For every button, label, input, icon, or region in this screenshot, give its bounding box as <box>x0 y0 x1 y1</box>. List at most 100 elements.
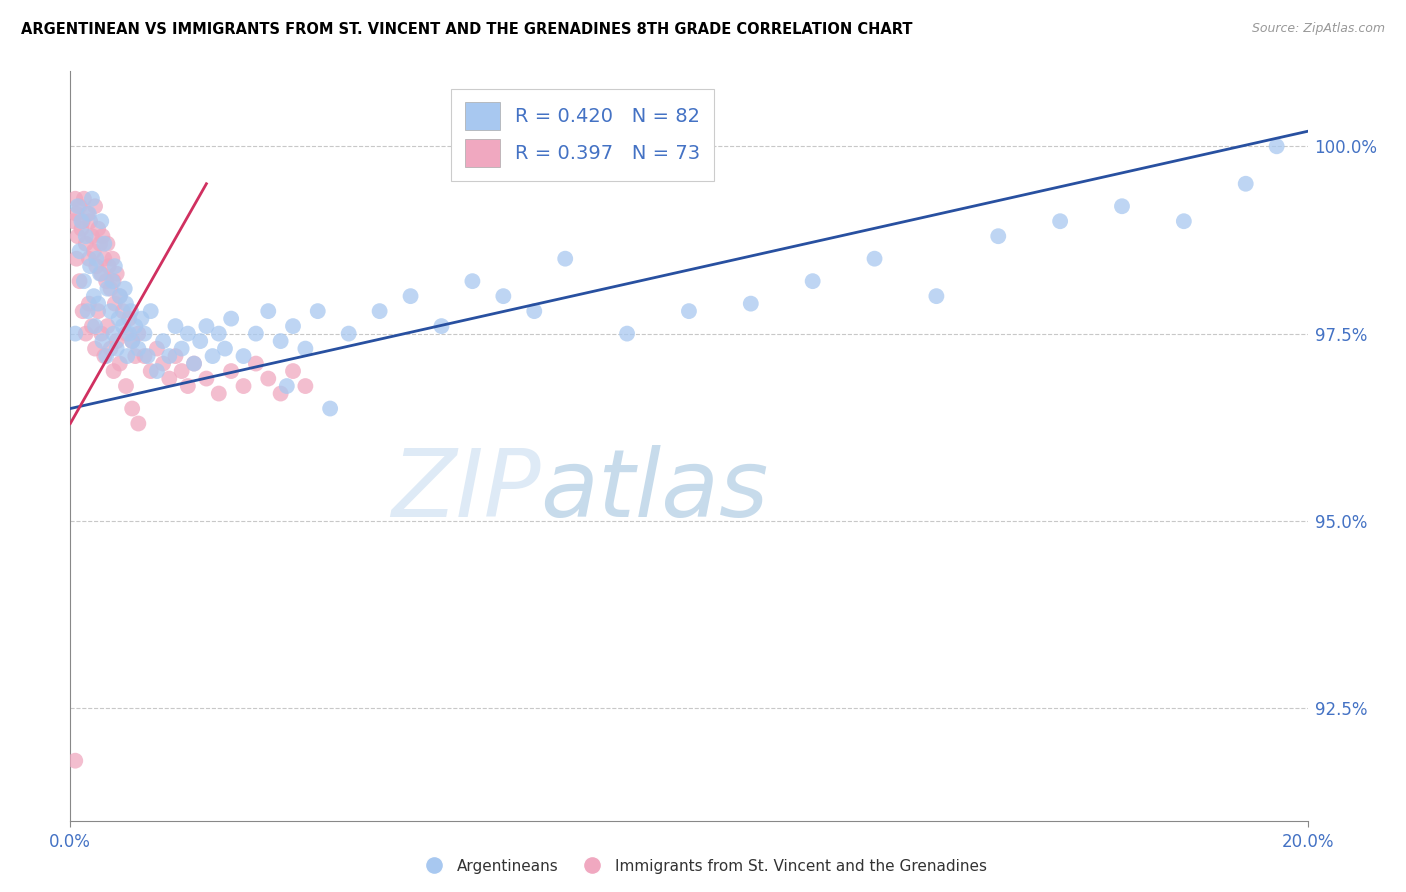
Point <box>69 274 91 288</box>
Point <box>96 282 118 296</box>
Point <box>115 326 138 341</box>
Point <box>276 379 298 393</box>
Point <box>89 267 111 281</box>
Point <box>461 274 484 288</box>
Point <box>65 207 87 221</box>
Point <box>84 199 107 213</box>
Point <box>73 274 96 288</box>
Point <box>121 334 143 348</box>
Point <box>281 364 304 378</box>
Point <box>101 274 124 288</box>
Point <box>105 342 128 356</box>
Point <box>84 319 107 334</box>
Point <box>96 319 118 334</box>
Point <box>104 259 127 273</box>
Point <box>115 349 138 363</box>
Point <box>157 349 180 363</box>
Point <box>430 319 453 334</box>
Point <box>75 236 97 251</box>
Point <box>294 342 316 356</box>
Point <box>146 364 169 378</box>
Legend: R = 0.420   N = 82, R = 0.397   N = 73: R = 0.420 N = 82, R = 0.397 N = 73 <box>451 88 714 180</box>
Point <box>134 326 156 341</box>
Point <box>208 386 231 401</box>
Point <box>183 357 205 371</box>
Point <box>136 349 159 363</box>
Point <box>616 326 638 341</box>
Point <box>104 296 127 310</box>
Point <box>195 319 218 334</box>
Point <box>100 304 122 318</box>
Point <box>108 289 131 303</box>
Point <box>678 304 700 318</box>
Point <box>801 274 824 288</box>
Point <box>115 296 138 310</box>
Point <box>219 311 242 326</box>
Point <box>214 342 236 356</box>
Point <box>127 326 149 341</box>
Point <box>1265 139 1288 153</box>
Point <box>245 326 267 341</box>
Point <box>69 244 91 259</box>
Point <box>62 214 84 228</box>
Point <box>91 334 114 348</box>
Point <box>134 349 156 363</box>
Point <box>103 364 125 378</box>
Point <box>195 371 218 385</box>
Point <box>80 319 103 334</box>
Point <box>188 334 211 348</box>
Point <box>281 319 304 334</box>
Point <box>73 192 96 206</box>
Point <box>75 326 97 341</box>
Point <box>177 326 200 341</box>
Point <box>70 214 93 228</box>
Point <box>139 304 162 318</box>
Point <box>66 199 89 213</box>
Point <box>319 401 342 416</box>
Point <box>72 304 94 318</box>
Point <box>115 379 138 393</box>
Point <box>72 214 94 228</box>
Point <box>127 342 149 356</box>
Point <box>124 349 146 363</box>
Point <box>307 304 329 318</box>
Point <box>120 304 142 318</box>
Point <box>105 334 128 348</box>
Point <box>863 252 886 266</box>
Point <box>740 296 762 310</box>
Point <box>554 252 576 266</box>
Point <box>165 349 187 363</box>
Point <box>65 326 87 341</box>
Point <box>103 274 125 288</box>
Point <box>77 207 100 221</box>
Point <box>987 229 1010 244</box>
Point <box>76 207 98 221</box>
Point <box>79 259 101 273</box>
Point <box>232 379 254 393</box>
Point <box>111 304 134 318</box>
Point <box>90 267 112 281</box>
Text: Source: ZipAtlas.com: Source: ZipAtlas.com <box>1251 22 1385 36</box>
Point <box>131 311 153 326</box>
Point <box>201 349 224 363</box>
Point <box>83 289 105 303</box>
Point <box>165 319 187 334</box>
Point <box>170 364 193 378</box>
Text: ZIP: ZIP <box>391 445 540 536</box>
Point <box>152 357 174 371</box>
Point <box>93 252 115 266</box>
Point <box>87 296 110 310</box>
Point <box>1173 214 1195 228</box>
Point <box>294 379 316 393</box>
Point <box>124 319 146 334</box>
Point <box>103 326 125 341</box>
Point <box>83 244 105 259</box>
Point <box>111 319 134 334</box>
Point <box>118 311 141 326</box>
Point <box>139 364 162 378</box>
Point <box>1049 214 1071 228</box>
Point <box>93 236 115 251</box>
Point <box>90 214 112 228</box>
Point <box>91 229 114 244</box>
Point <box>146 342 169 356</box>
